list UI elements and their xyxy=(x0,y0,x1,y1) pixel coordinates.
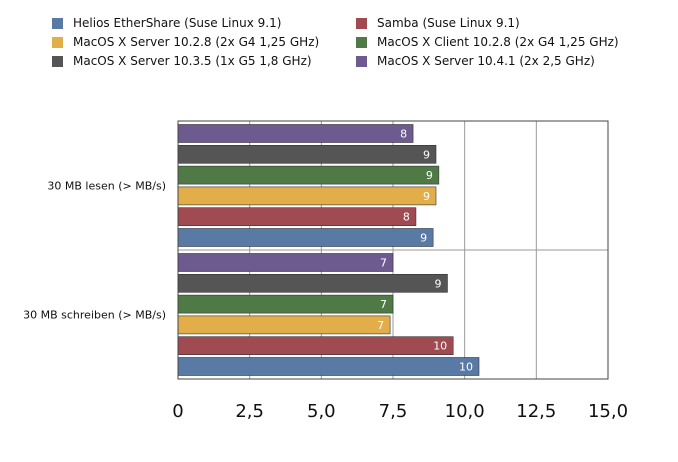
data-label: 9 xyxy=(423,190,430,203)
data-label: 7 xyxy=(377,319,384,332)
data-label: 9 xyxy=(426,169,433,182)
data-label: 9 xyxy=(423,148,430,161)
x-tick-label: 7,5 xyxy=(379,401,408,422)
x-tick-label: 10,0 xyxy=(445,401,485,422)
legend-label: MacOS X Server 10.3.5 (1x G5 1,8 GHz) xyxy=(73,54,312,68)
bar xyxy=(177,228,434,247)
legend-swatch xyxy=(52,55,63,67)
legend-item: Helios EtherShare (Suse Linux 9.1) xyxy=(52,15,281,31)
x-tick-label: 12,5 xyxy=(516,401,556,422)
bar xyxy=(177,273,448,293)
x-tick-label: 0 xyxy=(172,401,183,422)
data-label: 7 xyxy=(380,298,387,311)
bar xyxy=(177,207,417,226)
bar xyxy=(177,294,394,314)
data-label: 8 xyxy=(400,128,407,141)
legend-label: Samba (Suse Linux 9.1) xyxy=(377,16,520,30)
data-label: 7 xyxy=(380,257,387,270)
legend-item: MacOS X Server 10.2.8 (2x G4 1,25 GHz) xyxy=(52,34,319,50)
legend-label: MacOS X Server 10.2.8 (2x G4 1,25 GHz) xyxy=(73,35,320,49)
legend-label: MacOS X Client 10.2.8 (2x G4 1,25 GHz) xyxy=(377,35,619,49)
legend-swatch xyxy=(356,36,367,48)
legend-item: Samba (Suse Linux 9.1) xyxy=(356,15,520,31)
legend-swatch xyxy=(356,55,367,67)
data-label: 9 xyxy=(420,232,427,245)
bar xyxy=(177,186,437,206)
bar xyxy=(177,124,414,143)
bar xyxy=(177,165,440,185)
bar xyxy=(177,253,394,272)
legend-swatch xyxy=(52,36,63,48)
plot-frame xyxy=(177,120,609,380)
bar xyxy=(177,357,480,376)
bar xyxy=(177,145,437,164)
data-label: 10 xyxy=(433,340,447,353)
legend-item: MacOS X Server 10.4.1 (2x 2,5 GHz) xyxy=(356,53,595,69)
legend: Helios EtherShare (Suse Linux 9.1) Samba … xyxy=(0,0,678,80)
legend-label: Helios EtherShare (Suse Linux 9.1) xyxy=(73,16,282,30)
bar xyxy=(177,315,391,335)
bar xyxy=(177,336,454,356)
legend-swatch xyxy=(356,17,367,29)
legend-swatch xyxy=(52,17,63,29)
data-label: 9 xyxy=(434,277,441,290)
data-label: 10 xyxy=(459,361,473,374)
x-tick-label: 15,0 xyxy=(588,401,628,422)
legend-item: MacOS X Client 10.2.8 (2x G4 1,25 GHz) xyxy=(356,34,619,50)
x-tick-label: 5,0 xyxy=(307,401,336,422)
legend-item: MacOS X Server 10.3.5 (1x G5 1,8 GHz) xyxy=(52,53,312,69)
legend-label: MacOS X Server 10.4.1 (2x 2,5 GHz) xyxy=(377,54,595,68)
category-label: 30 MB lesen (> MB/s) xyxy=(47,180,166,193)
category-label: 30 MB schreiben (> MB/s) xyxy=(23,309,166,322)
x-tick-label: 2,5 xyxy=(235,401,264,422)
data-label: 8 xyxy=(403,211,410,224)
